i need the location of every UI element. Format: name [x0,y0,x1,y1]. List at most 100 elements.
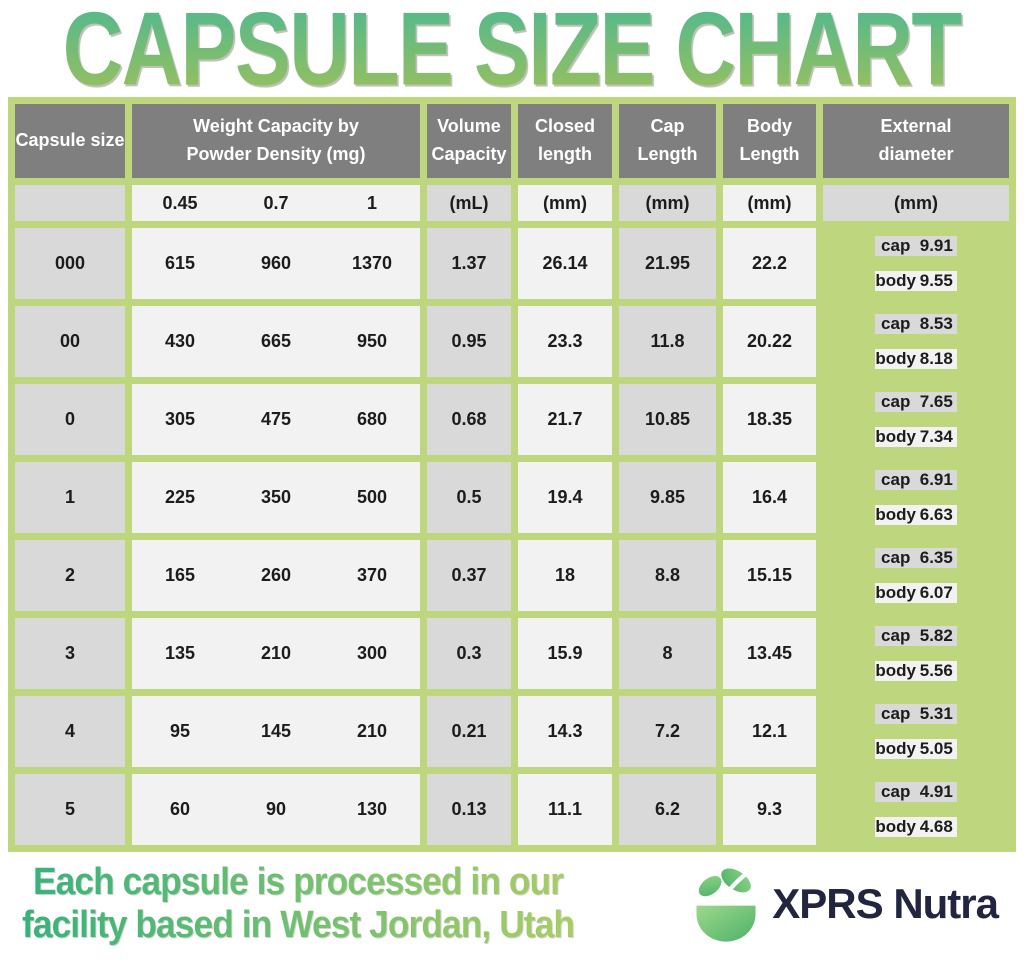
external-diameter-cell: cap 7.65 body 7.34 [823,384,1009,455]
volume-capacity-cell: 0.13 [427,774,511,845]
weight-value: 210 [356,721,388,741]
page-header: CAPSULE SIZE CHART [0,0,1024,100]
external-cap-value: 9.91 [919,235,953,255]
capsule-size-cell: 1 [15,462,125,533]
external-diameter-cell: cap 6.35 body 6.07 [823,540,1009,611]
units-volume-cell: (mL) [427,185,511,221]
capsule-size-cell: 4 [15,696,125,767]
body-length-cell: 22.2 [723,228,816,299]
weight-value: 300 [356,643,388,663]
cap-length-cell: 6.2 [619,774,716,845]
density-value: 1 [366,192,377,213]
external-body-value: 9.55 [919,271,953,291]
closed-length-cell: 14.3 [518,696,612,767]
weight-value: 500 [356,487,388,507]
external-cap-row: cap 4.91 [875,781,957,802]
weight-value: 95 [169,721,191,741]
weight-capacity-cell: 430 665 950 [132,306,420,377]
volume-capacity-cell: 0.5 [427,462,511,533]
units-closed-length-cell: (mm) [518,185,612,221]
external-cap-row: cap 7.65 [875,391,957,412]
header-body-length: Body Length [723,104,816,178]
cap-length-cell: 9.85 [619,462,716,533]
volume-capacity-cell: 1.37 [427,228,511,299]
external-body-row: body 5.56 [875,661,957,682]
volume-capacity-cell: 0.37 [427,540,511,611]
weight-value: 430 [164,331,196,351]
weight-value: 60 [169,799,191,819]
external-diameter-cell: cap 5.31 body 5.05 [823,696,1009,767]
weight-value: 165 [164,565,196,585]
body-length-cell: 16.4 [723,462,816,533]
footer-tagline: Each capsule is processed in our facilit… [22,861,575,946]
external-body-row: body 5.05 [875,739,957,760]
external-body-label: body [875,817,916,837]
external-diameter-cell: cap 5.82 body 5.56 [823,618,1009,689]
weight-capacity-cell: 135 210 300 [132,618,420,689]
capsule-size-cell: 3 [15,618,125,689]
weight-value: 210 [260,643,292,663]
external-cap-label: cap [881,547,911,567]
external-cap-row: cap 9.91 [875,235,957,256]
external-body-label: body [875,661,916,681]
body-length-cell: 15.15 [723,540,816,611]
capsule-size-cell: 5 [15,774,125,845]
header-weight-capacity: Weight Capacity by Powder Density (mg) [132,104,420,178]
header-closed-length: Closed length [518,104,612,178]
external-diameter-cell: cap 6.91 body 6.63 [823,462,1009,533]
external-cap-row: cap 6.91 [875,469,957,490]
external-body-value: 7.34 [919,427,953,447]
weight-capacity-cell: 225 350 500 [132,462,420,533]
mortar-leaves-icon [690,862,762,947]
capsule-size-cell: 00 [15,306,125,377]
external-body-label: body [875,739,916,759]
brand-logo: XPRS Nutra [690,862,999,947]
volume-capacity-cell: 0.21 [427,696,511,767]
external-cap-label: cap [881,235,911,255]
external-body-row: body 8.18 [875,349,957,370]
weight-value: 90 [265,799,287,819]
body-length-cell: 9.3 [723,774,816,845]
density-value: 0.7 [263,192,289,213]
cap-length-cell: 10.85 [619,384,716,455]
external-cap-label: cap [881,391,911,411]
units-density-cell: 0.45 0.7 1 [132,185,420,221]
header-volume-capacity: Volume Capacity [427,104,511,178]
header-capsule-size: Capsule size [15,104,125,178]
body-length-cell: 12.1 [723,696,816,767]
external-body-label: body [875,349,916,369]
weight-capacity-cell: 305 475 680 [132,384,420,455]
external-body-label: body [875,427,916,447]
weight-value: 680 [356,409,388,429]
weight-value: 260 [260,565,292,585]
weight-value: 615 [164,253,196,273]
weight-value: 135 [164,643,196,663]
units-capsule-size-cell [15,185,125,221]
external-cap-value: 6.91 [919,469,953,489]
cap-length-cell: 7.2 [619,696,716,767]
external-cap-label: cap [881,703,911,723]
units-body-length-cell: (mm) [723,185,816,221]
body-length-cell: 20.22 [723,306,816,377]
weight-value: 225 [164,487,196,507]
closed-length-cell: 15.9 [518,618,612,689]
external-body-label: body [875,583,916,603]
brand-name: XPRS Nutra [772,880,999,927]
external-body-label: body [875,271,916,291]
external-body-row: body 4.68 [875,817,957,838]
cap-length-cell: 8.8 [619,540,716,611]
external-body-value: 6.07 [919,583,953,603]
external-body-value: 6.63 [919,505,953,525]
weight-value: 1370 [351,253,393,273]
volume-capacity-cell: 0.68 [427,384,511,455]
weight-value: 665 [260,331,292,351]
cap-length-cell: 11.8 [619,306,716,377]
external-body-row: body 9.55 [875,271,957,292]
units-cap-length-cell: (mm) [619,185,716,221]
external-body-value: 4.68 [919,817,953,837]
cap-length-cell: 21.95 [619,228,716,299]
body-length-cell: 18.35 [723,384,816,455]
closed-length-cell: 11.1 [518,774,612,845]
external-cap-row: cap 8.53 [875,313,957,334]
external-cap-label: cap [881,469,911,489]
